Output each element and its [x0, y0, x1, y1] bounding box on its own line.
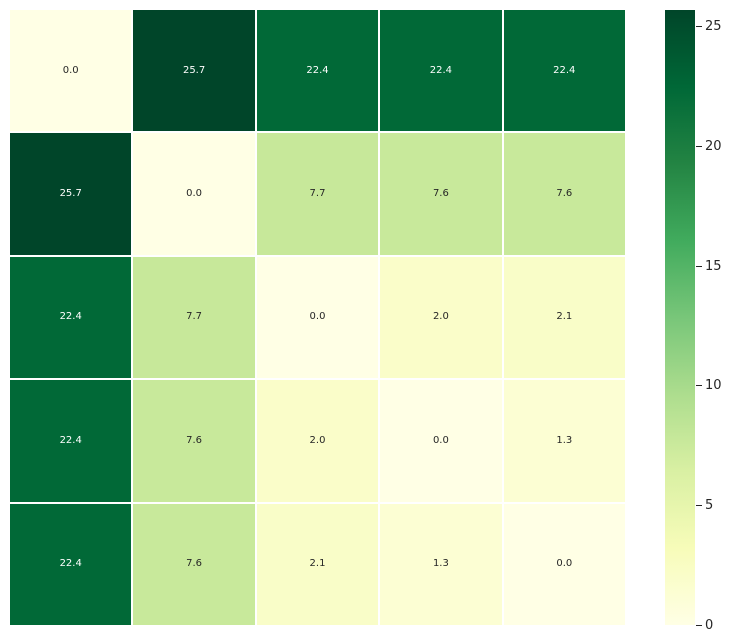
- heatmap-cell: 0.0: [380, 380, 502, 502]
- heatmap-cell: 22.4: [10, 256, 132, 379]
- heatmap-cell: 25.7: [10, 133, 132, 255]
- heatmap-cell: 7.7: [133, 256, 255, 379]
- heatmap-grid: 0.0 25.7 22.4 22.4 22.4 25.7 0.0 7.7 7.6 7.6 22.4 7…: [10, 10, 625, 625]
- heatmap-cell: 22.4: [10, 503, 132, 625]
- colorbar-tick-label: 10: [705, 378, 722, 394]
- heatmap-cell: 22.4: [380, 10, 502, 132]
- heatmap-cell: 1.3: [380, 503, 502, 625]
- colorbar-tick-mark: [696, 504, 702, 506]
- heatmap-cell: 7.6: [503, 133, 625, 255]
- heatmap-cell: 0.0: [10, 10, 132, 132]
- colorbar-tick-mark: [696, 385, 702, 387]
- colorbar-tick-mark: [696, 145, 702, 147]
- colorbar-tick: 0: [696, 618, 713, 632]
- heatmap-cell: 0.0: [256, 256, 379, 379]
- heatmap-cell: 7.6: [133, 380, 255, 502]
- colorbar-tick: 15: [696, 259, 722, 273]
- heatmap-cell: 0.0: [133, 133, 255, 255]
- heatmap-cell: 7.6: [380, 133, 502, 255]
- colorbar-tick-mark: [696, 624, 702, 626]
- colorbar-tick-label: 0: [705, 617, 714, 633]
- heatmap-cell: 22.4: [256, 10, 379, 132]
- heatmap-cell: 2.1: [256, 503, 379, 625]
- colorbar-tick-mark: [696, 26, 702, 28]
- heatmap-cell: 22.4: [10, 380, 132, 502]
- colorbar-tick-label: 5: [705, 497, 714, 513]
- heatmap-cell: 7.7: [256, 133, 379, 255]
- colorbar-tick-mark: [696, 265, 702, 267]
- colorbar-tick-label: 25: [705, 19, 722, 35]
- colorbar-tick: 10: [696, 379, 722, 393]
- colorbar-tick-label: 20: [705, 138, 722, 154]
- colorbar: 0 5 10 15 20 25: [665, 10, 733, 632]
- heatmap-cell: 2.0: [380, 256, 502, 379]
- heatmap-cell: 2.1: [503, 256, 625, 379]
- colorbar-tick: 20: [696, 139, 722, 153]
- heatmap-cell: 22.4: [503, 10, 625, 132]
- colorbar-tick: 5: [696, 498, 713, 512]
- colorbar-tick: 25: [696, 20, 722, 34]
- heatmap-cell: 7.6: [133, 503, 255, 625]
- heatmap-cell: 0.0: [503, 503, 625, 625]
- heatmap-cell: 1.3: [503, 380, 625, 502]
- colorbar-tick-label: 15: [705, 258, 722, 274]
- heatmap-cell: 25.7: [133, 10, 255, 132]
- colorbar-gradient: [665, 10, 695, 625]
- heatmap-cell: 2.0: [256, 380, 379, 502]
